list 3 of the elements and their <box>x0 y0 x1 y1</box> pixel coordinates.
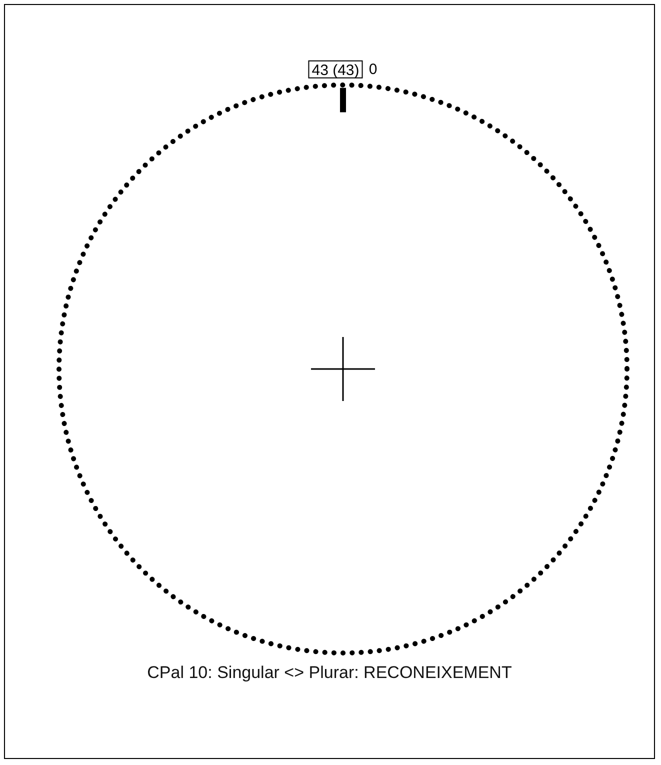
category-label: 0 <box>368 60 378 78</box>
data-label: 43 (43) <box>312 62 360 79</box>
text: CPal 10: Singular <> Plurar: RECONEIXEMENT <box>147 663 512 682</box>
